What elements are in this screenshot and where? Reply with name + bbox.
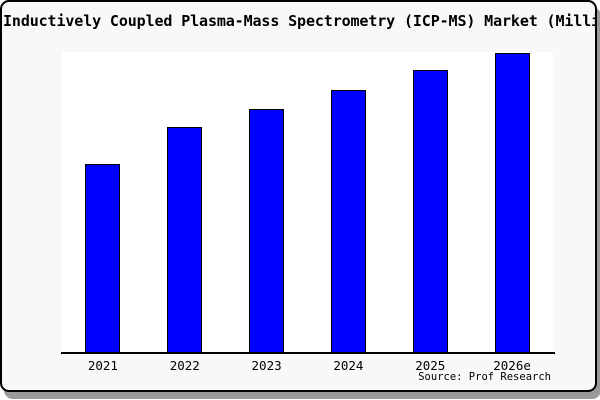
chart-title: Inductively Coupled Plasma-Mass Spectrom… xyxy=(3,12,597,30)
x-tick-label-2021: 2021 xyxy=(87,358,118,373)
x-tick-label-2026e: 2026e xyxy=(493,358,531,373)
bar-2026e xyxy=(494,53,530,353)
bar-2023 xyxy=(249,109,285,353)
x-axis-line xyxy=(61,352,555,354)
x-tick-label-2023: 2023 xyxy=(251,358,282,373)
bar-2024 xyxy=(330,90,366,353)
bar-2021 xyxy=(85,164,121,353)
source-credit: Source: Prof Research xyxy=(418,371,551,383)
bar-2022 xyxy=(167,127,203,353)
x-tick-label-2022: 2022 xyxy=(169,358,200,373)
bar-2025 xyxy=(412,70,448,353)
plot-area xyxy=(62,52,553,353)
x-tick-label-2025: 2025 xyxy=(415,358,446,373)
x-tick-label-2024: 2024 xyxy=(333,358,364,373)
chart-frame: Inductively Coupled Plasma-Mass Spectrom… xyxy=(0,0,597,392)
